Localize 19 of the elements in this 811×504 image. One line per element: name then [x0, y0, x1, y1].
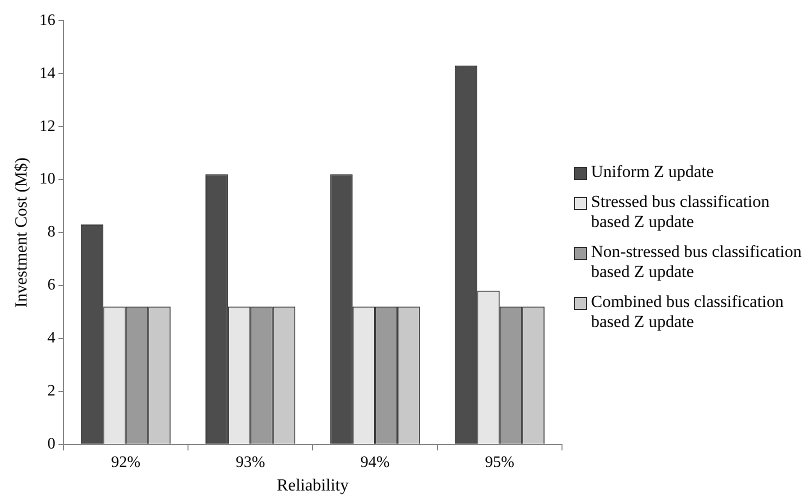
y-axis-title: Investment Cost (M$): [12, 157, 31, 308]
x-tick-label: 93%: [236, 454, 266, 472]
y-tick-label: 6: [47, 276, 56, 294]
legend-label: Stressed bus classification based Z update: [591, 192, 770, 232]
y-tick-label: 16: [39, 12, 56, 29]
legend-label: Uniform Z update: [591, 162, 714, 182]
y-tick-label: 2: [47, 382, 56, 400]
x-tick-label: 94%: [360, 454, 390, 472]
x-tick-label: 92%: [111, 454, 140, 472]
y-tick-label: 14: [39, 64, 56, 82]
y-tick-label: 0: [47, 436, 56, 453]
legend-label: Non-stressed bus classification based Z update: [591, 242, 803, 282]
x-tick-label: 95%: [485, 454, 514, 472]
legend-label: Combined bus classification based Z update: [591, 292, 785, 332]
y-tick-label: 10: [39, 170, 56, 188]
y-tick-label: 8: [47, 224, 56, 241]
y-tick-label: 12: [39, 118, 56, 135]
x-axis-title: Reliability: [276, 475, 350, 494]
y-tick-label: 4: [47, 330, 56, 347]
